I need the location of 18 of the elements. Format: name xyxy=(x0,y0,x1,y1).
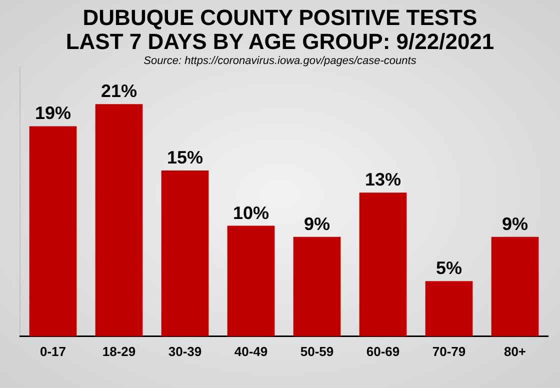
data-label: 9% xyxy=(304,214,330,234)
data-label: 5% xyxy=(436,258,462,278)
data-label: 19% xyxy=(34,103,72,124)
x-tick-label: 40-49 xyxy=(234,344,268,359)
x-tick-label: 60-69 xyxy=(366,344,400,359)
data-label: 9% xyxy=(502,214,528,234)
x-tick-label: 30-39 xyxy=(168,344,202,359)
x-tick-label: 18-29 xyxy=(102,344,136,359)
data-label: 15% xyxy=(166,147,204,168)
chart-title: DUBUQUE COUNTY POSITIVE TESTS LAST 7 DAYS BY AGE GROUP: 9/22/2021 xyxy=(64,4,496,54)
x-tick-label: 50-59 xyxy=(300,344,334,359)
data-label: 21% xyxy=(100,81,138,102)
x-tick-label: 80+ xyxy=(504,344,526,359)
data-label: 10% xyxy=(232,202,270,223)
data-label: 13% xyxy=(364,170,402,190)
x-tick-label: 0-17 xyxy=(40,344,66,359)
source-note: Source: https://coronavirus.iowa.gov/pages/case-counts xyxy=(142,55,418,67)
x-tick-label: 70-79 xyxy=(432,344,466,359)
